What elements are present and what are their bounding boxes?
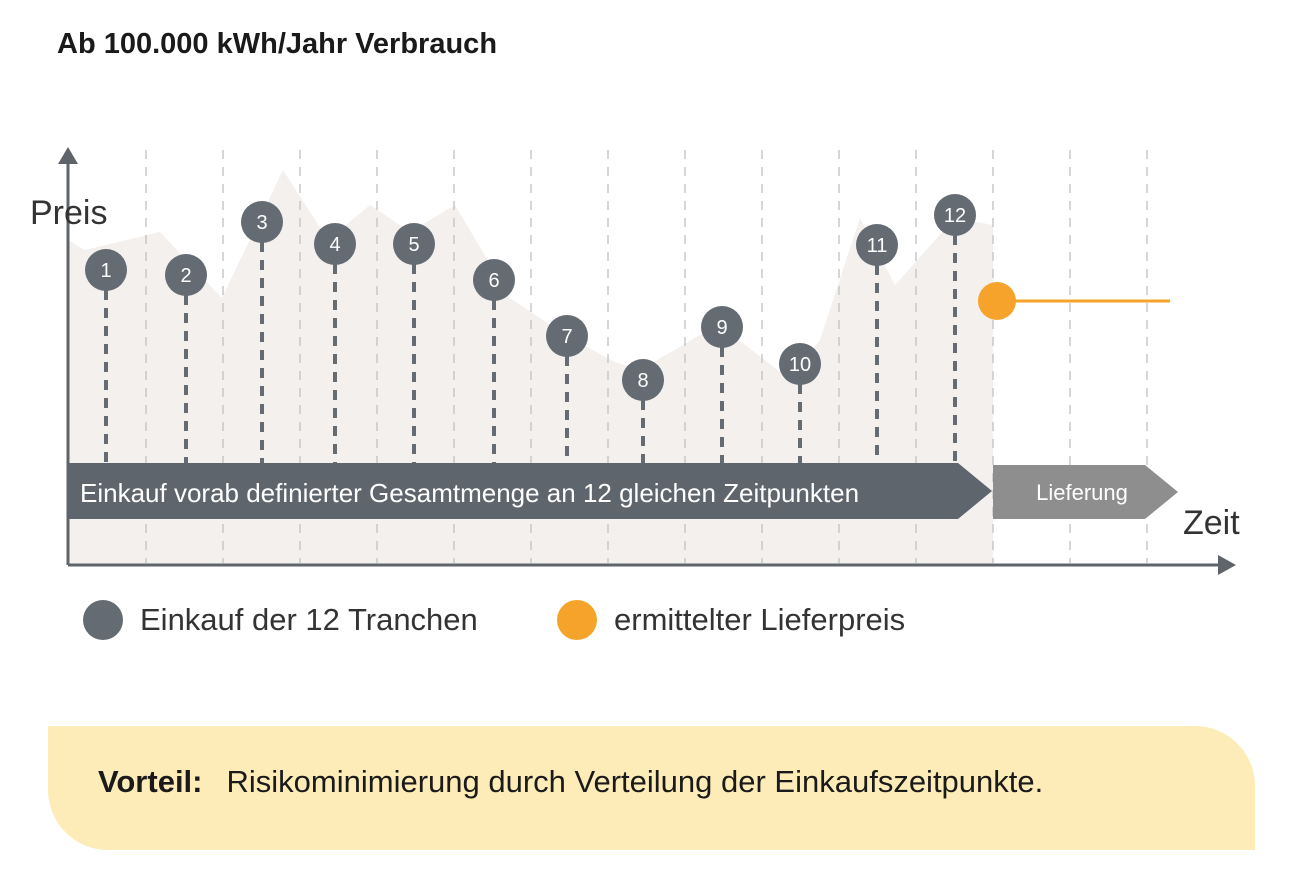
legend-dot-delivery-price xyxy=(557,600,597,640)
page-title: Ab 100.000 kWh/Jahr Verbrauch xyxy=(57,28,498,60)
legend-item-delivery-price: ermittelter Lieferpreis xyxy=(557,600,905,640)
x-axis-arrow xyxy=(1218,555,1236,575)
tranche-number: 3 xyxy=(256,212,267,234)
legend-item-tranches: Einkauf der 12 Tranchen xyxy=(83,600,478,640)
tranche-circle xyxy=(314,223,356,265)
tranche-number: 2 xyxy=(180,265,191,287)
tranche-number: 5 xyxy=(408,234,419,256)
tranche-circle xyxy=(85,249,127,291)
benefit-box: Vorteil: Risikominimierung durch Verteilu… xyxy=(48,726,1255,850)
delivery-price-marker xyxy=(978,282,1016,320)
benefit-description: Risikominimierung durch Verteilung der E… xyxy=(226,764,1044,799)
legend-dot-tranches xyxy=(83,600,123,640)
tranche-circle xyxy=(779,343,821,385)
tranche-circle xyxy=(701,306,743,348)
tranche-marker: 4 xyxy=(314,223,356,265)
tranche-marker: 1 xyxy=(85,249,127,291)
tranche-number: 9 xyxy=(716,317,727,339)
tranche-marker: 9 xyxy=(701,306,743,348)
tranche-marker: 11 xyxy=(856,224,898,266)
legend-label-tranches: Einkauf der 12 Tranchen xyxy=(140,602,478,637)
y-axis-arrow xyxy=(58,147,78,164)
tranche-circle xyxy=(473,259,515,301)
tranche-stems xyxy=(104,235,957,463)
legend-label-delivery-price: ermittelter Lieferpreis xyxy=(614,602,906,637)
tranche-marker: 5 xyxy=(393,223,435,265)
tranche-circle xyxy=(856,224,898,266)
tranche-number: 12 xyxy=(944,205,966,227)
tranche-number: 7 xyxy=(561,326,572,348)
delivery-bar xyxy=(993,465,1178,519)
tranche-number: 11 xyxy=(867,235,888,257)
y-axis-label: Preis xyxy=(30,194,107,232)
x-axis-label: Zeit xyxy=(1183,504,1240,542)
tranche-number: 6 xyxy=(488,270,499,292)
tranche-marker: 8 xyxy=(622,359,664,401)
tranche-number: 8 xyxy=(637,370,648,392)
delivery-bar-label: Lieferung xyxy=(1036,480,1128,505)
benefit-text: Vorteil: Risikominimierung durch Verteilu… xyxy=(98,764,1043,800)
tranche-marker: 12 xyxy=(934,194,976,236)
tranche-number: 4 xyxy=(329,234,340,256)
tranche-marker: 7 xyxy=(546,315,588,357)
purchase-bar-label: Einkauf vorab definierter Gesamtmenge an… xyxy=(80,478,859,508)
tranche-circle xyxy=(546,315,588,357)
tranche-circle xyxy=(393,223,435,265)
tranche-circle xyxy=(622,359,664,401)
tranche-circle xyxy=(165,254,207,296)
tranche-marker: 2 xyxy=(165,254,207,296)
benefit-label: Vorteil: xyxy=(98,764,203,799)
tranche-marker: 3 xyxy=(241,201,283,243)
tranche-number: 1 xyxy=(100,260,111,282)
tranche-circle xyxy=(934,194,976,236)
tranche-number: 10 xyxy=(789,354,811,376)
tranche-circle xyxy=(241,201,283,243)
tranche-marker: 6 xyxy=(473,259,515,301)
purchase-bar xyxy=(68,463,992,519)
tranche-marker: 10 xyxy=(779,343,821,385)
